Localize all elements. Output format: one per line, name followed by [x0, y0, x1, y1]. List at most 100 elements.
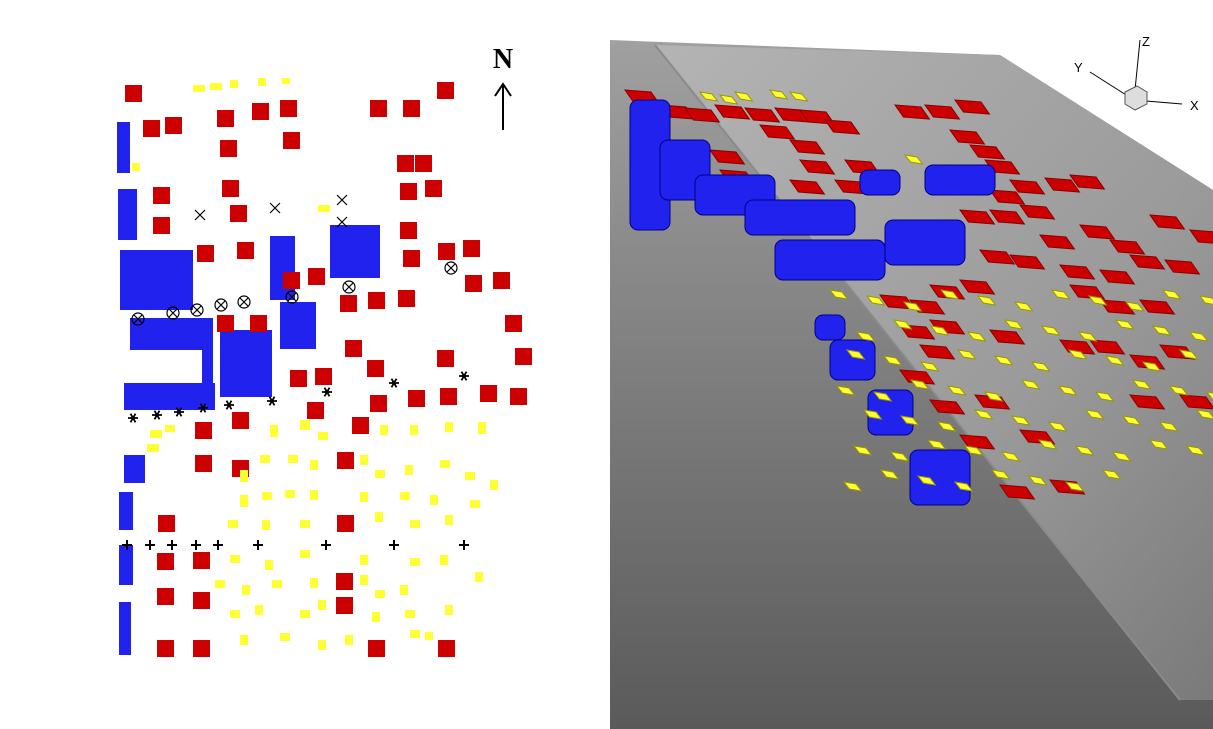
marker-circle-cross	[344, 282, 354, 292]
building-medium-3d	[758, 124, 796, 140]
building-medium	[463, 240, 480, 257]
marker-circle	[444, 261, 458, 275]
building-medium-3d	[1088, 339, 1126, 355]
marker-plus	[389, 540, 399, 550]
building-low-3d	[788, 91, 809, 102]
building-low-3d	[1040, 325, 1061, 336]
building-low	[300, 610, 310, 618]
building-low	[230, 555, 240, 563]
building-low	[410, 520, 420, 528]
building-medium-3d	[743, 107, 781, 123]
building-low	[165, 425, 175, 432]
building-medium-3d	[958, 209, 996, 225]
marker-circle	[342, 280, 356, 294]
building-medium	[195, 455, 212, 472]
building-low-3d	[976, 295, 997, 306]
building-medium	[440, 388, 457, 405]
building-medium-3d	[923, 104, 961, 120]
building-medium-3d	[978, 249, 1016, 265]
building-medium-3d	[1038, 234, 1076, 250]
building-medium	[315, 368, 332, 385]
marker-plus	[459, 540, 469, 550]
building-low	[272, 580, 282, 588]
building-low-3d	[1037, 439, 1058, 450]
building-medium-3d	[1178, 394, 1213, 410]
building-tall	[124, 455, 145, 483]
building-medium	[157, 640, 174, 657]
building-medium	[252, 103, 269, 120]
building-medium-3d	[988, 189, 1026, 205]
building-medium	[368, 292, 385, 309]
building-low-3d	[1195, 409, 1213, 420]
building-low-3d	[879, 469, 900, 480]
building-medium	[415, 155, 432, 172]
building-low-3d	[1141, 361, 1162, 372]
building-low-3d	[872, 391, 893, 402]
building-low-3d	[939, 289, 960, 300]
marker-star	[267, 396, 277, 406]
building-low-3d	[835, 385, 856, 396]
building-tall	[118, 189, 137, 240]
building-low	[410, 425, 418, 435]
building-low-3d	[909, 379, 930, 390]
building-medium	[336, 597, 353, 614]
building-low	[288, 455, 298, 463]
building-medium-3d	[893, 104, 931, 120]
building-medium	[437, 82, 454, 99]
building-medium-3d	[918, 344, 956, 360]
building-low-3d	[1188, 331, 1209, 342]
building-medium	[195, 422, 212, 439]
building-low-3d	[919, 361, 940, 372]
building-low-3d	[899, 415, 920, 426]
building-low-3d	[966, 331, 987, 342]
building-medium-3d	[953, 99, 991, 115]
building-medium-3d	[958, 434, 996, 450]
building-low	[193, 85, 205, 92]
marker-circle-cross	[239, 297, 249, 307]
building-low	[475, 572, 483, 582]
marker-circle	[166, 306, 180, 320]
building-tall	[119, 602, 131, 655]
building-medium-3d	[788, 139, 826, 155]
building-low	[490, 480, 498, 490]
building-medium-3d	[1043, 177, 1081, 193]
marker-circle	[214, 298, 228, 312]
building-low-3d	[1178, 349, 1199, 360]
building-low	[215, 580, 225, 588]
building-low-3d	[892, 319, 913, 330]
building-medium	[158, 515, 175, 532]
building-low-3d	[1067, 349, 1088, 360]
building-medium	[217, 315, 234, 332]
building-tall	[130, 318, 213, 350]
building-medium-3d	[1068, 284, 1106, 300]
building-low	[240, 495, 248, 507]
building-medium-3d	[898, 369, 936, 385]
marker-circle	[190, 303, 204, 317]
building-tall	[119, 545, 133, 585]
building-low	[400, 585, 408, 595]
building-tall	[280, 302, 316, 349]
building-low	[375, 470, 385, 478]
building-medium	[153, 217, 170, 234]
building-low	[445, 605, 453, 615]
building-low-3d	[1151, 325, 1172, 336]
building-low	[300, 420, 310, 430]
building-low-3d	[1064, 481, 1085, 492]
building-low-3d	[1205, 391, 1213, 400]
marker-star	[459, 371, 469, 381]
marker-circle-cross	[133, 314, 143, 324]
building-low-3d	[926, 439, 947, 450]
marker-star	[152, 410, 162, 420]
marker-circle-cross	[216, 300, 226, 310]
building-medium	[280, 100, 297, 117]
marker-plus	[145, 540, 155, 550]
building-low-3d	[963, 445, 984, 456]
building-tall-3d	[924, 164, 996, 196]
building-medium	[157, 553, 174, 570]
marker-star	[198, 403, 208, 413]
building-medium-3d	[788, 179, 826, 195]
building-medium	[437, 350, 454, 367]
building-low	[465, 472, 475, 480]
building-medium	[193, 552, 210, 569]
